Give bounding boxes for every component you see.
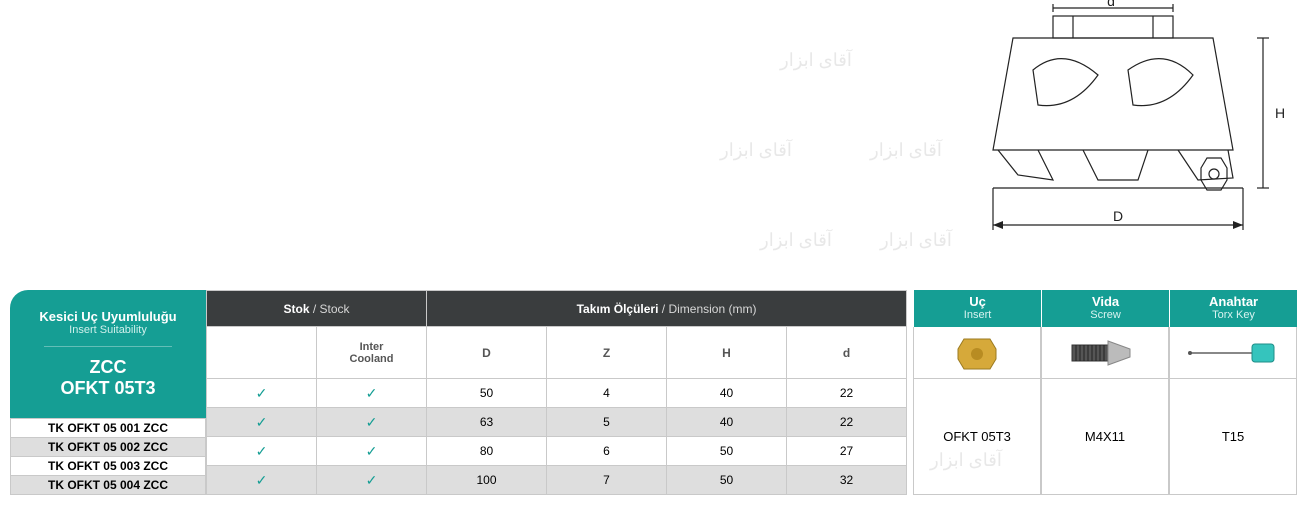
stock-title-tr: Stok bbox=[283, 302, 309, 316]
head-insert: Uç Insert bbox=[913, 290, 1041, 327]
svg-text:d: d bbox=[1107, 0, 1115, 9]
cell: 27 bbox=[787, 437, 907, 466]
watermark: آقای ابزار bbox=[870, 140, 942, 161]
spec-table-wrap: Kesici Uç Uyumluluğu Insert Suitability … bbox=[10, 290, 1303, 495]
check-icon: ✓ bbox=[366, 414, 378, 430]
torx-value: T15 bbox=[1169, 379, 1297, 495]
screw-tr: Vida bbox=[1042, 294, 1169, 309]
partno-cell: TK OFKT 05 003 ZCC bbox=[11, 457, 206, 476]
cell: 32 bbox=[787, 466, 907, 495]
col-dim-header: Takım Ölçüleri / Dimension (mm) bbox=[427, 291, 907, 327]
suitability-title-en: Insert Suitability bbox=[69, 324, 147, 336]
dim-d: d bbox=[787, 327, 907, 379]
cell: 40 bbox=[667, 408, 787, 437]
cell: 50 bbox=[427, 379, 547, 408]
suitability-title-tr: Kesici Uç Uyumluluğu bbox=[39, 309, 176, 324]
head-torx: Anahtar Torx Key bbox=[1169, 290, 1297, 327]
cell: 50 bbox=[667, 466, 787, 495]
table-row: ✓ ✓ 80 6 50 27 bbox=[207, 437, 907, 466]
inter-label-2: Cooland bbox=[321, 353, 422, 365]
cell: 7 bbox=[547, 466, 667, 495]
dim-H: H bbox=[667, 327, 787, 379]
cell: 80 bbox=[427, 437, 547, 466]
insert-tr: Uç bbox=[914, 294, 1041, 309]
cell: 5 bbox=[547, 408, 667, 437]
dim-D: D bbox=[427, 327, 547, 379]
insert-icon-cell bbox=[913, 327, 1041, 379]
accessory-panel: Uç Insert Vida Screw Anahtar Torx Key bbox=[913, 290, 1297, 495]
insert-icon bbox=[956, 335, 998, 371]
partno-cell: TK OFKT 05 002 ZCC bbox=[11, 438, 206, 457]
table-row: ✓ ✓ 100 7 50 32 bbox=[207, 466, 907, 495]
cell: 6 bbox=[547, 437, 667, 466]
cell: 50 bbox=[667, 437, 787, 466]
watermark: آقای ابزار bbox=[880, 230, 952, 251]
screw-en: Screw bbox=[1042, 309, 1169, 321]
stock-sub-inter: Inter Cooland bbox=[317, 327, 427, 379]
cell: 22 bbox=[787, 379, 907, 408]
partno-cell: TK OFKT 05 001 ZCC bbox=[11, 419, 206, 438]
watermark: آقای ابزار bbox=[720, 140, 792, 161]
suitability-model-1: ZCC bbox=[90, 357, 127, 378]
partno-cell: TK OFKT 05 004 ZCC bbox=[11, 476, 206, 495]
suitability-model-2: OFKT 05T3 bbox=[60, 378, 155, 399]
dim-title-tr: Takım Ölçüleri bbox=[577, 302, 659, 316]
torx-en: Torx Key bbox=[1170, 309, 1297, 321]
cell: 100 bbox=[427, 466, 547, 495]
torx-tr: Anahtar bbox=[1170, 294, 1297, 309]
tool-diagram: d H bbox=[943, 0, 1303, 260]
svg-text:D: D bbox=[1113, 208, 1123, 224]
screw-value: M4X11 bbox=[1041, 379, 1169, 495]
torx-icon-cell bbox=[1169, 327, 1297, 379]
spec-table: Stok / Stock Takım Ölçüleri / Dimension … bbox=[206, 290, 907, 495]
dim-title-en: Dimension (mm) bbox=[668, 302, 756, 316]
col-stock-header: Stok / Stock bbox=[207, 291, 427, 327]
cell: 40 bbox=[667, 379, 787, 408]
screw-icon-cell bbox=[1041, 327, 1169, 379]
insert-suitability-panel: Kesici Uç Uyumluluğu Insert Suitability … bbox=[10, 290, 206, 418]
screw-icon bbox=[1070, 339, 1140, 367]
check-icon: ✓ bbox=[256, 385, 268, 401]
check-icon: ✓ bbox=[366, 385, 378, 401]
stock-title-en: Stock bbox=[320, 302, 350, 316]
insert-value: OFKT 05T3 bbox=[913, 379, 1041, 495]
svg-text:H: H bbox=[1275, 105, 1285, 121]
watermark: آقای ابزار bbox=[760, 230, 832, 251]
cell: 22 bbox=[787, 408, 907, 437]
torx-key-icon bbox=[1188, 340, 1278, 366]
table-row: ✓ ✓ 63 5 40 22 bbox=[207, 408, 907, 437]
check-icon: ✓ bbox=[256, 414, 268, 430]
check-icon: ✓ bbox=[366, 443, 378, 459]
table-row: ✓ ✓ 50 4 40 22 bbox=[207, 379, 907, 408]
head-screw: Vida Screw bbox=[1041, 290, 1169, 327]
check-icon: ✓ bbox=[366, 472, 378, 488]
watermark: آقای ابزار bbox=[780, 50, 852, 71]
check-icon: ✓ bbox=[256, 472, 268, 488]
cell: 4 bbox=[547, 379, 667, 408]
check-icon: ✓ bbox=[256, 443, 268, 459]
inter-label-1: Inter bbox=[321, 341, 422, 353]
insert-en: Insert bbox=[914, 309, 1041, 321]
stock-sub-empty bbox=[207, 327, 317, 379]
cell: 63 bbox=[427, 408, 547, 437]
dim-Z: Z bbox=[547, 327, 667, 379]
